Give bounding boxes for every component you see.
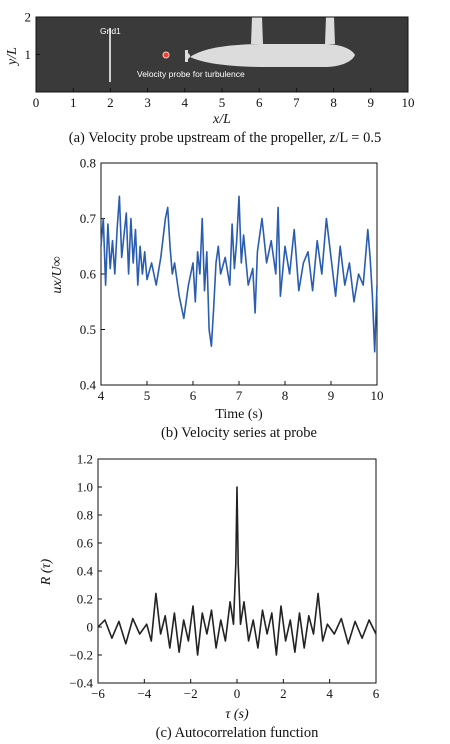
- x-tick-label: 7: [293, 95, 300, 110]
- panel-a: Grid1 Velocity probe for turbulence 0 1 2 3…: [5, 10, 415, 147]
- y-tick-label: 0.8: [77, 508, 93, 523]
- y-tick-label: 0.5: [80, 322, 96, 337]
- y-tick-label: 0.4: [77, 564, 94, 579]
- x-tick-label: 4: [326, 686, 333, 701]
- grid-label: Grid1: [100, 26, 121, 36]
- panel-b: 4 5 6 7 8 9 10 0.4 0.5 0.6 0.7 0.8 ux/U∞ Time (s) (…: [50, 156, 384, 442]
- y-tick-label: 0.7: [80, 211, 97, 226]
- x-tick-label: 9: [328, 388, 335, 403]
- panel-b-ylabel: ux/U∞: [50, 256, 65, 293]
- x-tick-label: 0: [234, 686, 241, 701]
- x-tick-label: 7: [236, 388, 243, 403]
- x-tick-label: 1: [70, 95, 77, 110]
- x-tick-label: −6: [91, 686, 105, 701]
- x-tick-label: 5: [219, 95, 226, 110]
- panel-c-caption: (c) Autocorrelation function: [156, 725, 319, 741]
- panel-b-axes: 4 5 6 7 8 9 10 0.4 0.5 0.6 0.7 0.8: [80, 156, 384, 404]
- y-tick-label: 0.4: [80, 378, 97, 393]
- y-tick-label: 2: [25, 10, 32, 25]
- y-tick-label: 0.6: [77, 536, 94, 551]
- y-tick-label: 0.8: [80, 156, 96, 171]
- panel-b-xlabel: Time (s): [215, 407, 263, 422]
- panel-a-caption: (a) Velocity probe upstream of the prope…: [69, 130, 381, 146]
- x-tick-label: 4: [98, 388, 105, 403]
- panel-c-xlabel: τ (s): [225, 707, 249, 722]
- x-tick-label: −2: [184, 686, 198, 701]
- x-tick-label: 9: [368, 95, 375, 110]
- y-tick-label: 1.0: [77, 480, 93, 495]
- y-tick-label: −0.4: [69, 676, 93, 691]
- panel-a-xlabel: x/L: [212, 112, 231, 127]
- x-tick-label: 10: [402, 95, 415, 110]
- series-autocorrelation-line: [97, 486, 377, 656]
- probe-dot: [162, 51, 170, 59]
- x-tick-label: −4: [137, 686, 151, 701]
- y-tick-label: 0.2: [77, 592, 93, 607]
- probe-label: Velocity probe for turbulence: [137, 69, 245, 79]
- x-tick-label: 6: [373, 686, 380, 701]
- x-tick-label: 6: [190, 388, 197, 403]
- panel-b-caption: (b) Velocity series at probe: [161, 425, 317, 441]
- y-tick-label: −0.2: [69, 648, 93, 663]
- x-tick-label: 2: [107, 95, 114, 110]
- x-tick-label: 6: [256, 95, 263, 110]
- panel-c-ylabel: R (τ): [39, 558, 54, 586]
- panel-c: −6 −4 −2 0 2 4 6 −0.4 −0.2 0 0.2 0.4 0.6 0.8 1.0 1.2 R …: [39, 452, 380, 742]
- series-velocity-line: [100, 195, 378, 353]
- x-tick-label: 10: [371, 388, 384, 403]
- panel-a-ylabel: y/L: [5, 47, 20, 67]
- y-tick-label: 0: [87, 620, 94, 635]
- x-tick-label: 2: [280, 686, 287, 701]
- y-tick-label: 1: [25, 47, 32, 62]
- hull-shape: [185, 17, 355, 67]
- y-tick-label: 1.2: [77, 452, 93, 467]
- x-tick-label: 5: [144, 388, 151, 403]
- x-tick-label: 0: [33, 95, 40, 110]
- x-tick-label: 8: [330, 95, 337, 110]
- x-tick-label: 3: [144, 95, 151, 110]
- panel-c-axes: −6 −4 −2 0 2 4 6 −0.4 −0.2 0 0.2 0.4 0.6 0.8 1.0 1.2: [69, 452, 379, 702]
- y-tick-label: 0.6: [80, 267, 97, 282]
- x-tick-label: 4: [182, 95, 189, 110]
- x-tick-label: 8: [282, 388, 289, 403]
- panel-a-axes: 0 1 2 3 4 5 6 7 8 9 10 1 2: [25, 10, 415, 111]
